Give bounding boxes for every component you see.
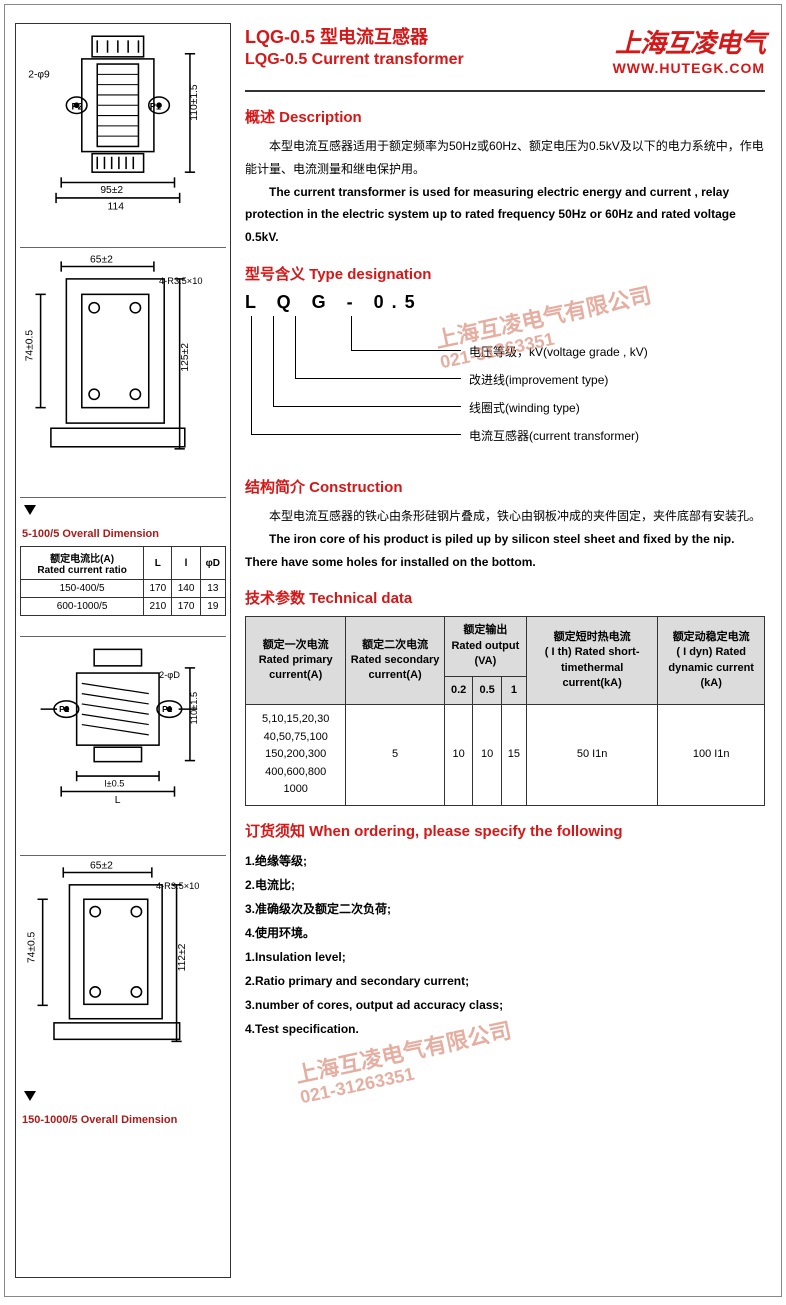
dim-2phi9: 2-φ9 xyxy=(28,69,50,80)
svg-text:114: 114 xyxy=(108,201,125,212)
content-column: LQG-0.5 型电流互感器 LQG-0.5 Current transform… xyxy=(239,23,771,1278)
heading-ordering: 订货须知 When ordering, please specify the f… xyxy=(245,820,765,841)
svg-text:74±0.5: 74±0.5 xyxy=(26,931,37,963)
drawing-top-front: 2-φ9 P2 P1 95±2 114 110±1.5 xyxy=(20,28,226,244)
divider xyxy=(245,90,765,92)
technical-data-table: 额定一次电流 Rated primary current(A) 额定二次电流 R… xyxy=(245,616,765,806)
left-drawings-panel: 2-φ9 P2 P1 95±2 114 110±1.5 xyxy=(15,23,231,1278)
svg-text:125±2: 125±2 xyxy=(180,343,191,372)
caption-5-100: 5-100/5 Overall Dimension xyxy=(20,522,226,544)
svg-text:112±2: 112±2 xyxy=(177,943,188,971)
svg-text:65±2: 65±2 xyxy=(90,860,113,871)
svg-text:L: L xyxy=(115,795,121,806)
product-title-cn: LQG-0.5 型电流互感器 xyxy=(245,23,464,49)
heading-description: 概述 Description xyxy=(245,106,765,127)
svg-text:74±0.5: 74±0.5 xyxy=(24,330,35,362)
table-row: 600-1000/5210 17019 xyxy=(21,598,226,616)
heading-type: 型号含义 Type designation xyxy=(245,263,765,284)
svg-text:110±1.5: 110±1.5 xyxy=(189,84,200,121)
svg-text:65±2: 65±2 xyxy=(90,254,113,265)
caption-150-1000: 150-1000/5 Overall Dimension xyxy=(20,1108,226,1130)
ordering-list: 1.绝缘等级; 2.电流比; 3.准确级次及额定二次负荷; 4.使用环境。 1.… xyxy=(245,849,765,1041)
table-row: 5,10,15,20,30 40,50,75,100 150,200,300 4… xyxy=(246,704,765,805)
construction-cn: 本型电流互感器的铁心由条形硅钢片叠成，铁心由钢板冲成的夹件固定，夹件底部有安装孔… xyxy=(245,505,765,528)
product-title-en: LQG-0.5 Current transformer xyxy=(245,51,464,69)
svg-text:P2: P2 xyxy=(59,705,69,714)
drawing-bot-side: 65±2 4-R3.5×10 74±0.5 112±2 xyxy=(20,856,226,1083)
desc-cn: 本型电流互感器适用于额定频率为50Hz或60Hz、额定电压为0.5kV及以下的电… xyxy=(245,135,765,181)
drawing-bot-front: 2-φD P2 P1 110±1.5 l±0.5 L xyxy=(20,637,226,853)
arrow-down-icon xyxy=(24,505,36,515)
svg-text:l±0.5: l±0.5 xyxy=(104,778,124,788)
type-code: L Q G - 0.5 xyxy=(245,292,423,313)
brand-url: WWW.HUTEGK.COM xyxy=(613,60,765,76)
svg-text:P2: P2 xyxy=(72,101,83,111)
heading-construction: 结构简介 Construction xyxy=(245,476,765,497)
heading-tech: 技术参数 Technical data xyxy=(245,587,765,608)
svg-text:4-R3.5×10: 4-R3.5×10 xyxy=(156,881,199,891)
svg-text:95±2: 95±2 xyxy=(100,185,123,196)
svg-text:4-R3.5×10: 4-R3.5×10 xyxy=(159,276,202,286)
table-row: 150-400/5170 14013 xyxy=(21,580,226,598)
desc-en: The current transformer is used for meas… xyxy=(245,181,765,249)
construction-en: The iron core of his product is piled up… xyxy=(245,528,765,574)
svg-text:P1: P1 xyxy=(150,101,161,111)
svg-text:P1: P1 xyxy=(162,705,172,714)
drawing-top-side: 65±2 4-R3.5×10 74±0.5 125±2 xyxy=(20,248,226,495)
brand-name: 上海互凌电气 xyxy=(613,23,765,60)
arrow-down-icon xyxy=(24,1091,36,1101)
svg-text:2-φD: 2-φD xyxy=(159,670,180,680)
svg-text:110±1.5: 110±1.5 xyxy=(189,692,199,725)
dimension-table: 额定电流比(A) Rated current ratio L l φD 150-… xyxy=(20,546,226,616)
type-designation-diagram: L Q G - 0.5 电压等级，kV(voltage grade , kV) … xyxy=(245,292,765,462)
